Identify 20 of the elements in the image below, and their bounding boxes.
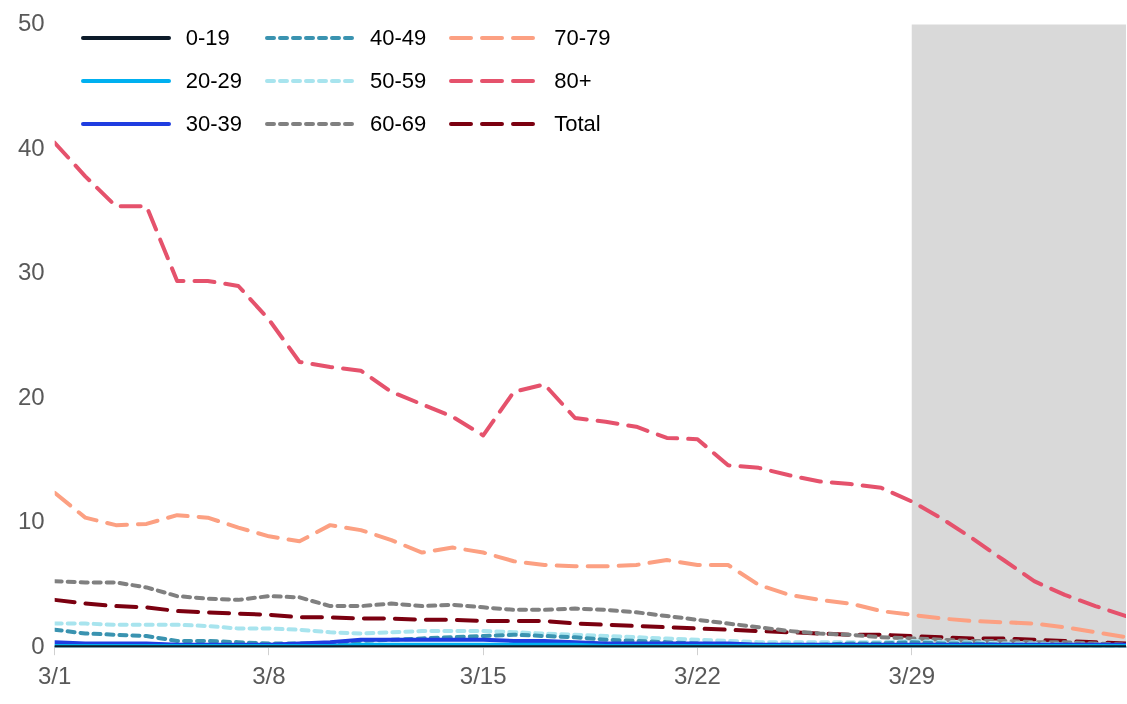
legend-label: 40-49 (369, 24, 427, 51)
y-tick-label: 40 (17, 133, 45, 161)
legend-label: 30-39 (185, 110, 242, 137)
legend-label: 20-29 (185, 67, 242, 94)
x-tick-label: 3/22 (674, 662, 721, 690)
y-tick-label: 10 (17, 507, 45, 535)
legend-label: 0-19 (185, 24, 230, 51)
x-tick-label: 3/15 (459, 662, 507, 690)
legend-label: 80+ (554, 67, 592, 94)
legend-label: 70-79 (554, 24, 611, 51)
legend-label: 60-69 (369, 110, 427, 137)
x-tick-label: 3/1 (38, 662, 72, 690)
x-tick-label: 3/8 (252, 662, 286, 690)
y-tick-label: 50 (17, 9, 45, 37)
legend-label: Total (554, 110, 601, 137)
y-tick-label: 30 (17, 258, 45, 286)
y-tick-label: 20 (17, 382, 45, 410)
x-tick-label: 3/29 (888, 662, 936, 690)
legend-label: 50-59 (369, 67, 427, 94)
y-tick-label: 0 (31, 631, 45, 659)
